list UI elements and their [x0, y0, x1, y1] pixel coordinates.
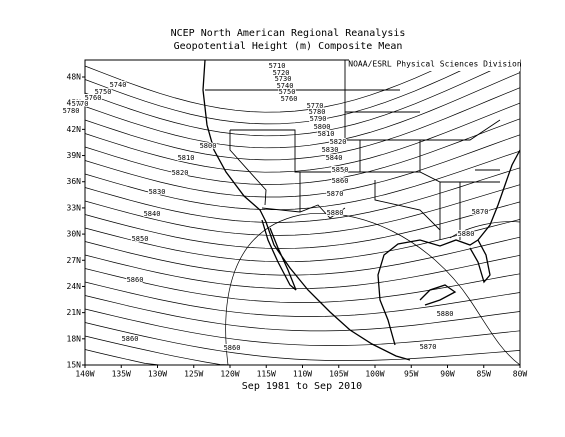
contour-label: 5790 — [310, 115, 327, 123]
contour-label: 5810 — [178, 154, 195, 162]
contour-line — [84, 72, 521, 149]
contour-label: 5720 — [273, 69, 290, 77]
contour-label: 5800 — [314, 123, 331, 131]
x-tick-label: 135W — [112, 370, 131, 379]
contour-line — [84, 219, 521, 263]
contour-line — [84, 102, 521, 173]
y-tick-label: 48N — [67, 73, 82, 82]
y-tick-label: 21N — [67, 308, 82, 317]
contour-line — [84, 201, 521, 249]
borders — [205, 60, 501, 240]
contour-label: 5840 — [144, 210, 161, 218]
contour-label: 5860 — [332, 177, 349, 185]
contour-line — [84, 308, 521, 346]
x-tick-label: 110W — [293, 370, 312, 379]
contour-label: 5880 — [327, 209, 344, 217]
contour-line — [84, 349, 520, 366]
x-tick-label: 80W — [513, 370, 528, 379]
y-tick-label: 24N — [67, 282, 82, 291]
x-tick-label: 115W — [257, 370, 276, 379]
x-tick-label: 130W — [148, 370, 167, 379]
contour-line — [84, 322, 521, 361]
contour-label: 5750 — [95, 88, 112, 96]
title: NCEP North American Regional Reanalysis — [171, 28, 406, 39]
contour-label: 5740 — [277, 82, 294, 90]
contour-label: 5860 — [127, 276, 144, 284]
contour-line — [84, 335, 520, 366]
contour-line — [84, 254, 521, 290]
y-tick-label: 45N — [67, 99, 82, 108]
x-tick-label: 90W — [440, 370, 455, 379]
y-tick-label: 39N — [67, 151, 82, 160]
contour-line — [449, 221, 521, 239]
x-tick-label: 100W — [365, 370, 384, 379]
y-tick-label: 30N — [67, 230, 82, 239]
contour-label: 5850 — [332, 166, 349, 174]
contour-line — [84, 150, 521, 211]
y-tick-label: 15N — [67, 361, 82, 370]
contour-label: 5740 — [110, 81, 127, 89]
x-tick-label: 140W — [75, 370, 94, 379]
contour-label: 5820 — [172, 169, 189, 177]
contour-label: 5780 — [63, 107, 80, 115]
contour-label: 5770 — [307, 102, 324, 110]
contour-label: 5880 — [437, 310, 454, 318]
y-tick-label: 27N — [67, 256, 82, 265]
contour-line — [84, 87, 521, 161]
credit-box — [349, 58, 520, 71]
contour-label: 5870 — [472, 208, 489, 216]
contour-label: 5770 — [72, 100, 89, 108]
contour-label: 5830 — [149, 188, 166, 196]
contour-line — [225, 213, 521, 366]
y-tick-label: 18N — [67, 334, 82, 343]
x-tick-label: 125W — [184, 370, 203, 379]
contour-label: 5730 — [275, 75, 292, 83]
contour-line — [84, 118, 521, 185]
contour-label: 5810 — [318, 130, 335, 138]
y-tick-label: 42N — [67, 125, 82, 134]
contour-line — [84, 134, 521, 198]
x-tick-label: 85W — [477, 370, 492, 379]
x-tick-label: 95W — [404, 370, 419, 379]
contour-line — [84, 167, 521, 223]
y-tick-label: 33N — [67, 203, 82, 212]
contour-label: 5870 — [420, 343, 437, 351]
contour-label: 5760 — [281, 95, 298, 103]
contour-line — [84, 281, 521, 317]
contour-label: 5880 — [458, 230, 475, 238]
contour-label: 5870 — [327, 190, 344, 198]
contour-label: 5840 — [326, 154, 343, 162]
contour-label: 5800 — [200, 142, 217, 150]
y-tick-label: 36N — [67, 177, 82, 186]
coastline — [202, 59, 521, 361]
caption: Sep 1981 to Sep 2010 — [242, 381, 362, 392]
contour-label: 5760 — [85, 94, 102, 102]
contour-line — [84, 236, 521, 276]
contour-line — [84, 184, 521, 236]
contour-line — [84, 295, 521, 332]
x-tick-label: 105W — [329, 370, 348, 379]
contour-line — [84, 59, 521, 137]
contour-label: 5710 — [269, 62, 286, 70]
x-tick-label: 120W — [220, 370, 239, 379]
contour-label: 5830 — [322, 146, 339, 154]
contour-label: 5850 — [132, 235, 149, 243]
contour-line — [84, 59, 520, 125]
contour-label: 5750 — [279, 88, 296, 96]
contour-label: 5820 — [330, 138, 347, 146]
contour-label: 5780 — [309, 108, 326, 116]
subtitle: Geopotential Height (m) Composite Mean — [174, 41, 403, 52]
contour-label: 5860 — [122, 335, 139, 343]
credit: NOAA/ESRL Physical Sciences Division — [348, 60, 522, 69]
contour-label: 5860 — [224, 344, 241, 352]
